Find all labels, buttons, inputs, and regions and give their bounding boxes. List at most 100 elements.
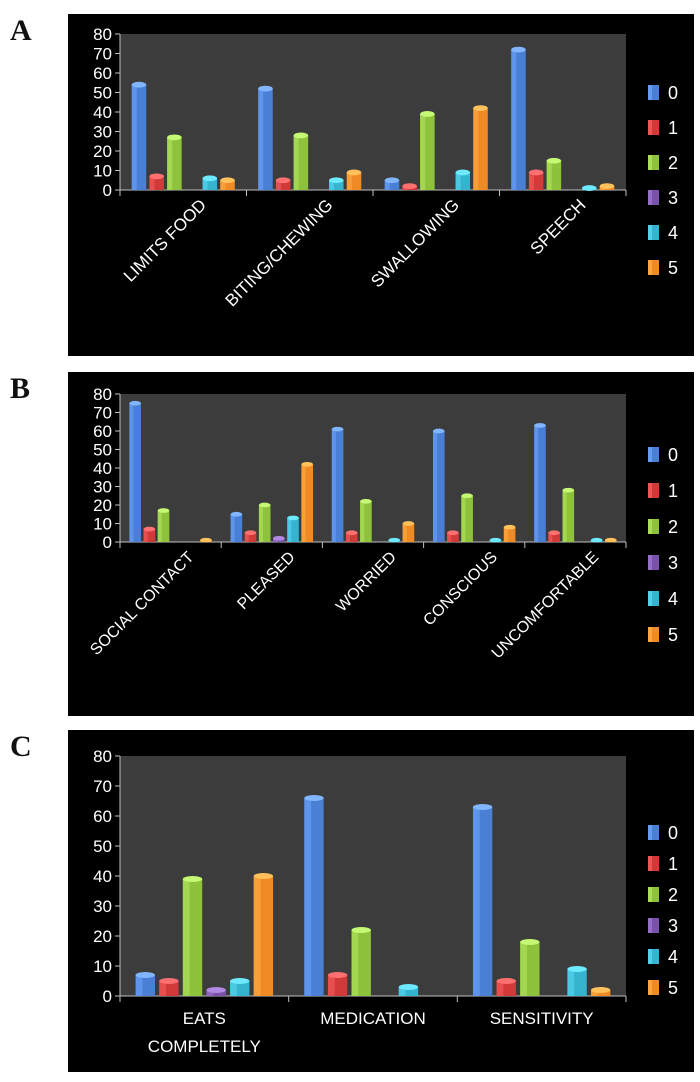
legend-swatch-highlight	[648, 627, 652, 642]
legend-item-5: 5	[648, 625, 678, 645]
bar-s1-1	[327, 972, 348, 996]
bar-s2-2	[360, 498, 372, 542]
legend-swatch-highlight	[648, 918, 652, 933]
bar-s1-2	[402, 183, 417, 190]
bar-s0-4	[534, 423, 546, 542]
legend-swatch-highlight	[648, 856, 652, 871]
bar-highlight	[520, 942, 527, 996]
legend-swatch-highlight	[648, 85, 652, 100]
bar-highlight	[258, 505, 263, 542]
bar-cap	[388, 537, 401, 543]
bar-cap	[273, 535, 285, 541]
bar-highlight	[351, 930, 359, 996]
bar-body	[360, 501, 372, 542]
legend-item-0: 0	[648, 823, 678, 843]
legend-label: 0	[668, 823, 678, 843]
bar-s1-0	[149, 173, 164, 190]
bar-s4-4	[590, 537, 603, 543]
legend-label: 3	[668, 916, 678, 936]
bar-highlight	[461, 495, 466, 542]
bar-body	[287, 517, 299, 542]
legend-item-1: 1	[648, 118, 678, 138]
legend-label: 4	[668, 223, 678, 243]
legend-swatch	[648, 825, 659, 840]
category-label: SWALLOWING	[367, 195, 463, 291]
bar-s2-0	[157, 508, 170, 542]
legend-label: 5	[668, 258, 678, 278]
bar-s2-2	[420, 111, 435, 190]
bar-highlight	[159, 981, 167, 996]
bar-s3-0	[206, 987, 226, 996]
legend-item-5: 5	[648, 258, 678, 278]
legend-swatch	[648, 856, 659, 871]
bar-s0-2	[472, 804, 493, 996]
bar-highlight	[230, 981, 237, 996]
bar-body	[202, 178, 218, 190]
y-tick-label: 50	[93, 837, 112, 856]
bar-s1-2	[345, 530, 358, 542]
y-tick-label: 70	[93, 404, 112, 423]
bar-body	[402, 523, 415, 542]
y-tick-label: 0	[103, 533, 112, 552]
bar-s1-1	[244, 530, 257, 542]
bar-body	[345, 532, 358, 542]
bar-cap	[582, 185, 597, 191]
legend-swatch-highlight	[648, 483, 652, 498]
bar-s4-1	[329, 177, 344, 190]
bar-highlight	[420, 113, 426, 190]
bar-cap	[455, 169, 471, 176]
legend-swatch	[648, 447, 659, 462]
legend-label: 3	[668, 553, 678, 573]
bar-s2-3	[546, 157, 562, 190]
bar-highlight	[329, 180, 335, 190]
bar-cap	[206, 987, 226, 993]
bar-cap	[182, 876, 203, 882]
bar-s1-3	[528, 169, 544, 190]
bar-cap	[473, 105, 488, 112]
bar-cap	[143, 526, 156, 532]
legend-swatch-highlight	[648, 825, 652, 840]
bar-cap	[200, 537, 212, 543]
bar-highlight	[327, 975, 335, 996]
category-label: PLEASED	[234, 549, 298, 613]
bar-s0-0	[135, 972, 155, 996]
legend-item-1: 1	[648, 854, 678, 874]
bar-cap	[461, 493, 473, 499]
bar-s5-1	[301, 461, 314, 542]
y-tick-label: 70	[93, 45, 112, 64]
bar-cap	[129, 400, 141, 406]
bar-body	[329, 180, 344, 190]
y-tick-label: 40	[93, 103, 112, 122]
bar-highlight	[345, 532, 351, 542]
bar-s2-0	[167, 134, 182, 190]
bar-s1-3	[447, 530, 459, 542]
bar-body	[220, 180, 235, 190]
bar-body	[275, 180, 291, 190]
bar-highlight	[253, 876, 261, 996]
category-label: MEDICATION	[320, 1009, 425, 1028]
bar-cap	[528, 169, 544, 176]
bar-highlight	[402, 523, 407, 542]
legend-label: 3	[668, 188, 678, 208]
bar-cap	[398, 984, 419, 990]
category-label: BITING/CHEWING	[222, 195, 337, 310]
bar-body	[206, 990, 226, 996]
bar-highlight	[496, 981, 504, 996]
bar-s5-2	[591, 987, 611, 996]
bar-body	[157, 510, 170, 542]
bar-s0-1	[304, 795, 324, 996]
legend-label: 5	[668, 978, 678, 998]
bar-highlight	[131, 84, 137, 190]
bar-body	[562, 490, 575, 542]
y-tick-label: 60	[93, 64, 112, 83]
legend-label: 4	[668, 589, 678, 609]
bar-body	[461, 495, 473, 542]
legend-swatch	[648, 155, 659, 170]
y-tick-label: 40	[93, 459, 112, 478]
bar-highlight	[455, 172, 461, 190]
legend-swatch	[648, 519, 659, 534]
bar-s4-3	[489, 537, 502, 543]
bar-s5-2	[402, 521, 415, 542]
bar-highlight	[473, 108, 479, 190]
y-tick-label: 20	[93, 927, 112, 946]
